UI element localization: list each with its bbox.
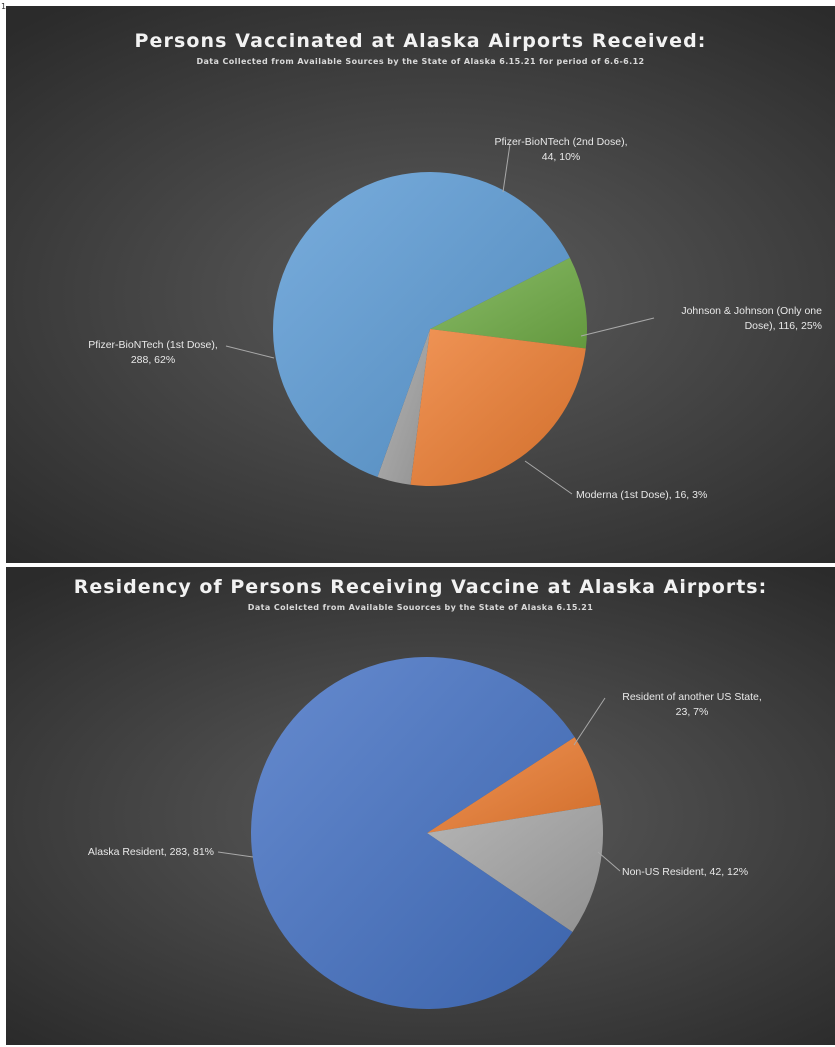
residency-chart-panel: Residency of Persons Receiving Vaccine a… bbox=[6, 567, 835, 1045]
data-label-pfizer-biontech-1st-dose: Pfizer-BioNTech (1st Dose), 288, 62% bbox=[88, 339, 218, 366]
leader-line-non-us-resident bbox=[597, 851, 621, 872]
pie-slice-johnson-johnson-only-one-dose bbox=[410, 329, 586, 486]
data-label-pfizer-biontech-2nd-dose: Pfizer-BioNTech (2nd Dose), 44, 10% bbox=[494, 136, 627, 163]
data-label-moderna-1st-dose: Moderna (1st Dose), 16, 3% bbox=[576, 489, 707, 501]
pie-slice-resident-of-another-us-state bbox=[427, 737, 601, 833]
residency-pie: Resident of another US State, 23, 7% Non-U… bbox=[88, 656, 762, 1009]
leader-line-alaska-resident bbox=[217, 851, 254, 858]
chart-title: Persons Vaccinated at Alaska Airports Re… bbox=[134, 30, 707, 52]
data-label-alaska-resident: Alaska Resident, 283, 81% bbox=[88, 846, 214, 858]
vaccine-type-pie: Pfizer-BioNTech (2nd Dose), 44, 10% Johnso… bbox=[88, 136, 822, 501]
corner-mark: 1 bbox=[1, 2, 7, 11]
data-label-non-us-resident: Non-US Resident, 42, 12% bbox=[622, 866, 748, 878]
leader-line-johnson-johnson-only-one-dose bbox=[580, 317, 655, 337]
leader-line-moderna-1st-dose bbox=[524, 460, 573, 495]
data-label-johnson-johnson-only-one-dose: Johnson & Johnson (Only one Dose), 116, 2… bbox=[681, 305, 822, 332]
leader-line-pfizer-biontech-2nd-dose bbox=[502, 143, 511, 193]
pie-slice-pfizer-biontech-2nd-dose bbox=[430, 257, 587, 349]
pie-slice-non-us-resident bbox=[427, 804, 603, 933]
chart-subtitle: Data Collected from Available Sources by… bbox=[196, 57, 645, 66]
pie-slice-moderna-1st-dose bbox=[377, 329, 430, 485]
chart-title: Residency of Persons Receiving Vaccine a… bbox=[73, 576, 768, 598]
pie-slice-pfizer-biontech-1st-dose bbox=[273, 172, 570, 477]
leader-line-resident-of-another-us-state bbox=[573, 697, 606, 746]
data-label-resident-of-another-us-state: Resident of another US State, 23, 7% bbox=[622, 691, 762, 718]
leader-line-pfizer-biontech-1st-dose bbox=[225, 345, 275, 359]
pie-slice-alaska-resident bbox=[251, 656, 575, 1009]
chart-subtitle: Data Colelcted from Available Souorces b… bbox=[247, 603, 594, 612]
vaccine-type-chart-panel: Persons Vaccinated at Alaska Airports Re… bbox=[6, 6, 835, 563]
